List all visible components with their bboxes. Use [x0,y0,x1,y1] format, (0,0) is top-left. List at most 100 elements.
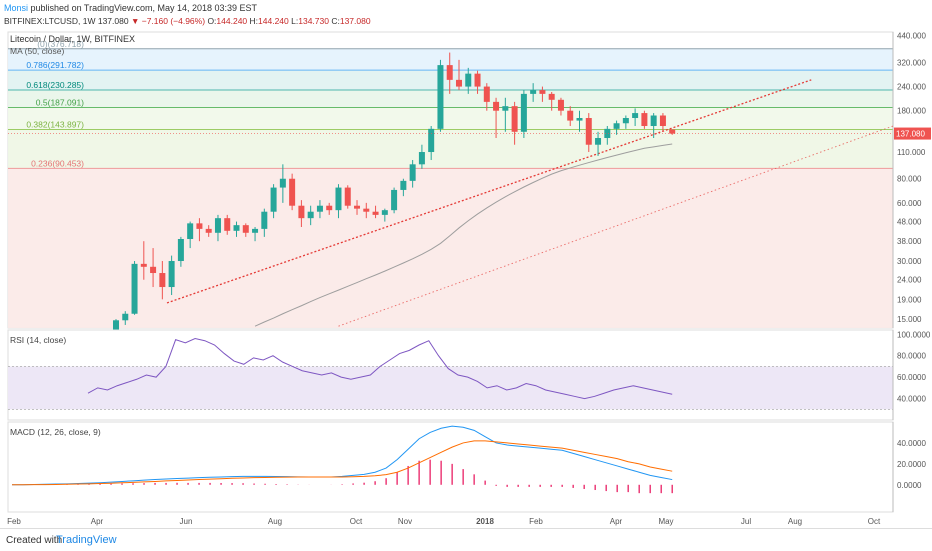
candle-body [326,205,333,211]
candle-body [214,218,221,233]
candle-body [168,261,175,288]
macd-line [12,425,673,486]
low-value: 134.730 [298,16,329,26]
candle-body [381,210,388,215]
candle-body [113,320,119,332]
price-tick-label: 240.000 [897,83,926,92]
candle-body [122,313,129,321]
footer: Created with TradingView [0,528,932,551]
last-price-tag-text: 137.080 [896,130,925,139]
symbol-line: BITFINEX:LTCUSD, 1W 137.080 ▼ −7.160 (−4… [4,16,371,26]
price-tick-label: 30.000 [897,257,922,266]
fib-zone [8,70,893,91]
candle-body [261,211,268,229]
candle-body [196,223,203,229]
open-label: O: [207,16,217,26]
candle-body [502,106,509,111]
candle-body [539,90,546,94]
fib-zone [8,48,893,71]
candle-body [493,101,500,111]
time-tick-label: Nov [398,517,412,526]
candle-body [585,118,592,145]
price-tick-label: 48.000 [897,218,922,227]
publish-line: Monsi published on TradingView.com, May … [4,3,257,13]
candle-body [187,223,194,240]
macd-pane[interactable]: 40.0000 20.0000 0.0000 MACD (12, 26, close,… [7,421,926,513]
candle-body [455,79,462,87]
price-tick-label: 110.000 [897,148,926,157]
candle-body [344,187,351,206]
candle-body [511,106,518,132]
candle-body [446,65,453,80]
time-tick-label: 2018 [476,517,494,526]
time-tick-label: Oct [868,517,881,526]
candle-body [595,138,602,145]
candle-body [418,152,425,165]
high-value: 144.240 [258,16,289,26]
candle-body [613,123,620,129]
candle-body [632,113,639,119]
candle-body [641,113,648,127]
candle-body [140,263,147,267]
candle-body [622,118,629,124]
candle-body [252,228,259,233]
candle-body [205,228,212,233]
macd-tick-label: 0.0000 [897,481,922,490]
price-pane[interactable]: (0)(376.718) 0.786(291.782) 0.618(230.285)… [7,31,931,333]
time-tick-label: May [658,517,673,526]
price-tick-label: 80.000 [897,175,922,184]
candle-body [604,128,611,139]
price-tick-label: 180.000 [897,107,926,116]
price-tick-label: 60.000 [897,199,922,208]
rsi-title: RSI (14, close) [10,335,66,345]
last-price: 137.080 [97,16,129,26]
candle-body [400,180,407,190]
time-tick-label: Oct [350,517,363,526]
chart-header: Monsi published on TradingView.com, May … [0,0,932,28]
candle-body [316,205,323,212]
fib-label: 0.5(187.091) [36,97,84,107]
candle-body [335,187,342,211]
fib-label: 0.786(291.782) [26,60,84,70]
chart-canvas[interactable]: (0)(376.718) 0.786(291.782) 0.618(230.285)… [0,28,932,528]
high-label: H: [249,16,259,26]
time-tick-label: Feb [529,517,543,526]
macd-pane-bg [7,421,894,513]
time-axis[interactable]: Feb Apr Jun Aug Oct Nov 2018 Feb Apr May Jul Aug Oct [7,517,881,526]
candle-body [567,110,574,121]
rsi-pane[interactable]: 100.0000 80.0000 60.0000 40.0000 RSI (14, cl… [7,329,931,421]
time-tick-label: Apr [610,517,623,526]
rsi-tick-label: 100.0000 [897,330,931,339]
rsi-tick-label: 80.0000 [897,352,926,361]
low-label: L: [291,16,299,26]
candle-body [548,93,555,100]
last-price-tag [894,127,931,140]
author-name[interactable]: Monsi [4,3,29,13]
time-tick-label: Apr [91,517,104,526]
rsi-tick-label: 60.0000 [897,373,926,382]
candle-body [289,178,296,206]
candle-body [391,189,398,211]
created-with-text: Created with [6,535,63,546]
time-tick-label: Jul [741,517,751,526]
price-pane-title: Litecoin / Dollar, 1W, BITFINEX [10,34,135,44]
candle-body [409,164,416,181]
tradingview-logo[interactable]: TradingView [56,534,117,546]
open-value: 144.240 [216,16,248,26]
candle-body [279,178,286,188]
rsi-band [8,366,893,410]
price-tick-label: 24.000 [897,276,922,285]
candle-body [557,99,564,111]
price-tick-label: 19.000 [897,295,922,304]
fib-zone [8,90,893,108]
ma-line [254,143,673,327]
price-change: ▼ −7.160 (−4.96%) [130,16,206,26]
candle-body [474,73,481,87]
close-label: C: [331,16,340,26]
ma-indicator-label: MA (50, close) [10,46,64,56]
trendline-support [166,79,812,304]
signal-line [12,440,673,486]
fib-zone [8,129,893,169]
candle-body [520,93,527,132]
candle-body [659,115,666,127]
